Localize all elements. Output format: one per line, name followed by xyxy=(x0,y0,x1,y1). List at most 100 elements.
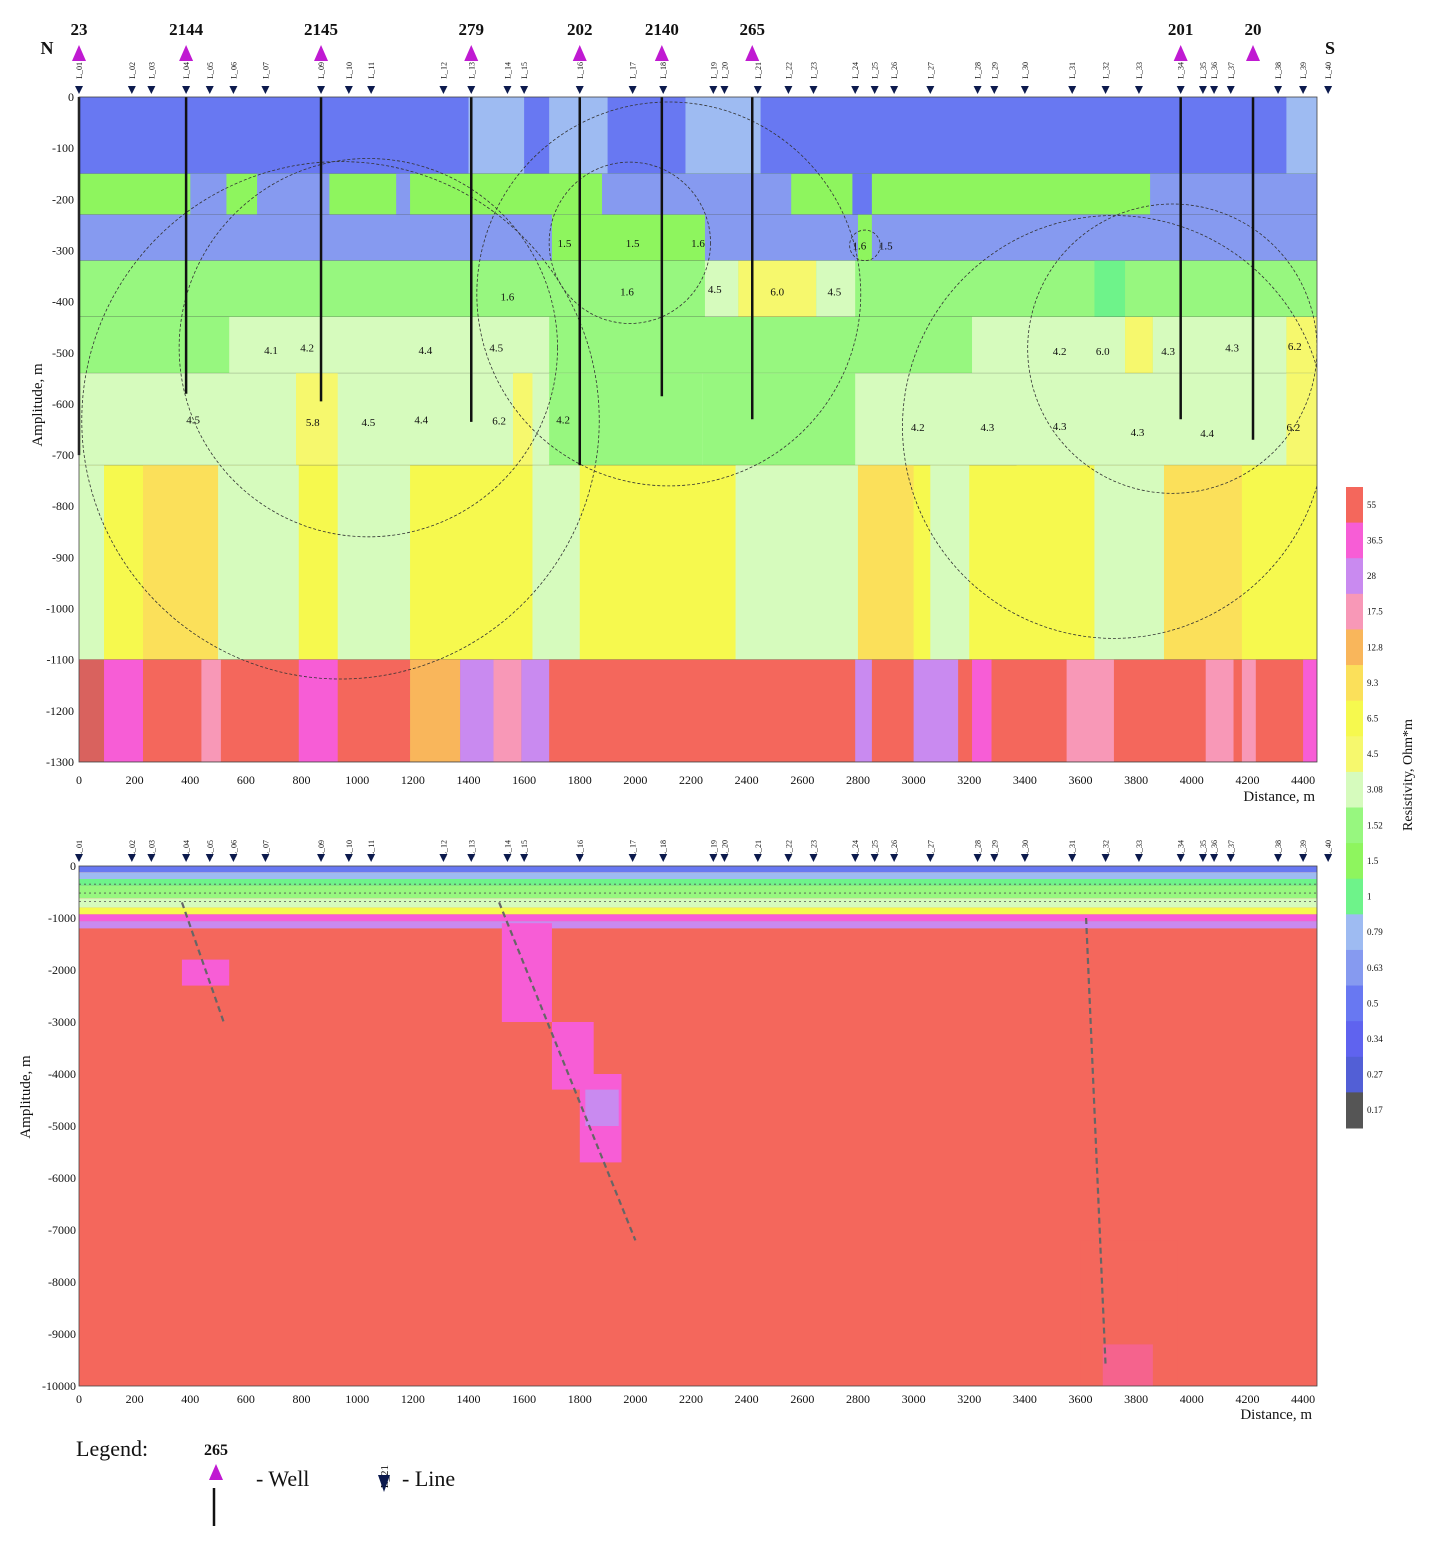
colorbar-swatch-1 xyxy=(1346,522,1363,559)
top-line-label-L_07: L_07 xyxy=(261,62,270,79)
bottom-line-marker-L_29 xyxy=(990,854,999,862)
top-line-marker-L_28 xyxy=(973,86,982,94)
layer-4-block-1 xyxy=(972,316,1126,374)
bottom-line-label-L_35: L_35 xyxy=(1199,840,1208,857)
bottom-line-label-L_07: L_07 xyxy=(261,840,270,857)
layer-4-block-2 xyxy=(1125,316,1153,374)
colorbar-swatch-4 xyxy=(1346,629,1363,666)
layer-5-block-3 xyxy=(702,373,856,466)
resistivity-label-30: 6.2 xyxy=(1286,422,1300,434)
bottom-band-3 xyxy=(79,885,1317,899)
direction-south: S xyxy=(1325,38,1335,58)
top-line-label-L_09: L_09 xyxy=(317,62,326,79)
well-label-201: 201 xyxy=(1168,20,1194,39)
layer-2-block-1 xyxy=(857,214,872,261)
top-frame xyxy=(78,96,1318,763)
top-line-label-L_19: L_19 xyxy=(709,62,718,79)
top-y-tick-8: -800 xyxy=(52,499,74,513)
resistivity-label-5: 1.6 xyxy=(501,292,515,304)
layer-5-block-1 xyxy=(512,373,533,466)
top-x-tick-8: 1600 xyxy=(512,773,536,787)
resistivity-label-28: 4.3 xyxy=(1131,427,1145,439)
top-line-label-L_27: L_27 xyxy=(926,62,935,79)
bottom-line-label-L_18: L_18 xyxy=(659,840,668,857)
bottom-x-tick-16: 3200 xyxy=(957,1392,981,1406)
top-y-tick-11: -1100 xyxy=(46,653,74,667)
colorbar-swatch-15 xyxy=(1346,1021,1363,1058)
top-line-marker-L_12 xyxy=(439,86,448,94)
resistivity-label-0: 1.5 xyxy=(558,238,572,250)
resistivity-label-12: 4.4 xyxy=(418,345,432,357)
bottom-line-marker-L_35 xyxy=(1198,854,1207,862)
bottom-line-label-L_24: L_24 xyxy=(851,840,860,857)
colorbar-tick-6: 6.5 xyxy=(1367,713,1379,723)
bottom-band-2 xyxy=(79,879,1317,886)
top-x-tick-13: 2600 xyxy=(790,773,814,787)
bottom-line-marker-L_14 xyxy=(503,854,512,862)
top-line-label-L_26: L_26 xyxy=(890,62,899,79)
resistivity-label-3: 1.6 xyxy=(852,240,866,252)
bottom-x-tick-13: 2600 xyxy=(790,1392,814,1406)
resistivity-colorbar: 55 36.5 28 17.5 12.8 9.3 6.5 4.5 3.08 1.52 1.5 1 0.7… xyxy=(1346,487,1416,1129)
top-line-marker-L_07 xyxy=(261,86,270,94)
bottom-line-label-L_12: L_12 xyxy=(439,840,448,857)
layer-1-block-2 xyxy=(396,173,411,215)
bottom-line-marker-L_03 xyxy=(147,854,156,862)
colorbar-tick-8: 3.08 xyxy=(1367,785,1383,795)
contour-ellipse-5 xyxy=(81,161,600,680)
top-line-label-L_22: L_22 xyxy=(784,62,793,79)
top-line-label-L_40: L_40 xyxy=(1324,62,1333,79)
bottom-x-tick-19: 3800 xyxy=(1124,1392,1148,1406)
top-x-tick-12: 2400 xyxy=(735,773,759,787)
bottom-line-marker-L_17 xyxy=(628,854,637,862)
bottom-band-1 xyxy=(79,872,1317,879)
layer-7-block-4 xyxy=(410,659,461,762)
top-x-tick-11: 2200 xyxy=(679,773,703,787)
bottom-band-7 xyxy=(79,921,1317,929)
layer-5-block-0 xyxy=(295,373,338,466)
top-line-marker-L_05 xyxy=(205,86,214,94)
layer-7-block-13 xyxy=(1241,659,1256,762)
bottom-line-marker-L_05 xyxy=(205,854,214,862)
top-x-tick-16: 3200 xyxy=(957,773,981,787)
top-line-label-L_13: L_13 xyxy=(467,62,476,79)
bottom-x-tick-2: 400 xyxy=(181,1392,199,1406)
top-line-label-L_34: L_34 xyxy=(1177,62,1186,79)
top-y-tick-9: -900 xyxy=(52,550,74,564)
bottom-line-label-L_13: L_13 xyxy=(467,840,476,857)
top-line-marker-L_17 xyxy=(628,86,637,94)
layer-6-block-4 xyxy=(532,465,580,660)
bottom-line-label-L_28: L_28 xyxy=(974,840,983,857)
bottom-line-marker-L_18 xyxy=(659,854,668,862)
top-y-tick-7: -700 xyxy=(52,448,74,462)
layer-7-block-14 xyxy=(1303,659,1317,762)
top-line-label-L_37: L_37 xyxy=(1227,62,1236,79)
resistivity-label-2: 1.6 xyxy=(691,238,705,250)
bottom-y-tick-10: -10000 xyxy=(42,1379,76,1393)
colorbar-swatch-7 xyxy=(1346,736,1363,773)
top-x-tick-6: 1200 xyxy=(401,773,425,787)
colorbar-tick-11: 1 xyxy=(1367,892,1372,902)
top-line-marker-L_16 xyxy=(575,86,584,94)
colorbar-tick-12: 0.79 xyxy=(1367,927,1383,937)
top-line-label-L_16: L_16 xyxy=(576,62,585,79)
bottom-line-label-L_04: L_04 xyxy=(182,840,191,857)
bottom-line-marker-L_01 xyxy=(75,854,83,862)
top-line-label-L_10: L_10 xyxy=(345,62,354,79)
top-y-axis-label: Amplitude, m xyxy=(30,363,46,447)
top-line-label-L_23: L_23 xyxy=(809,62,818,79)
resistivity-label-13: 4.5 xyxy=(489,343,503,355)
top-line-label-L_36: L_36 xyxy=(1210,62,1219,79)
well-marker-2140 xyxy=(654,45,669,61)
layer-7-block-7 xyxy=(521,659,550,762)
colorbar-swatch-6 xyxy=(1346,700,1363,737)
bottom-line-marker-L_32 xyxy=(1101,854,1110,862)
bottom-x-tick-14: 2800 xyxy=(846,1392,870,1406)
layer-1-block-0 xyxy=(190,173,227,215)
bottom-line-marker-L_39 xyxy=(1299,854,1308,862)
top-x-tick-2: 400 xyxy=(181,773,199,787)
bottom-y-tick-6: -6000 xyxy=(48,1171,76,1185)
bottom-line-label-L_11: L_11 xyxy=(367,840,376,857)
bottom-y-tick-5: -5000 xyxy=(48,1119,76,1133)
bottom-line-marker-L_07 xyxy=(261,854,270,862)
